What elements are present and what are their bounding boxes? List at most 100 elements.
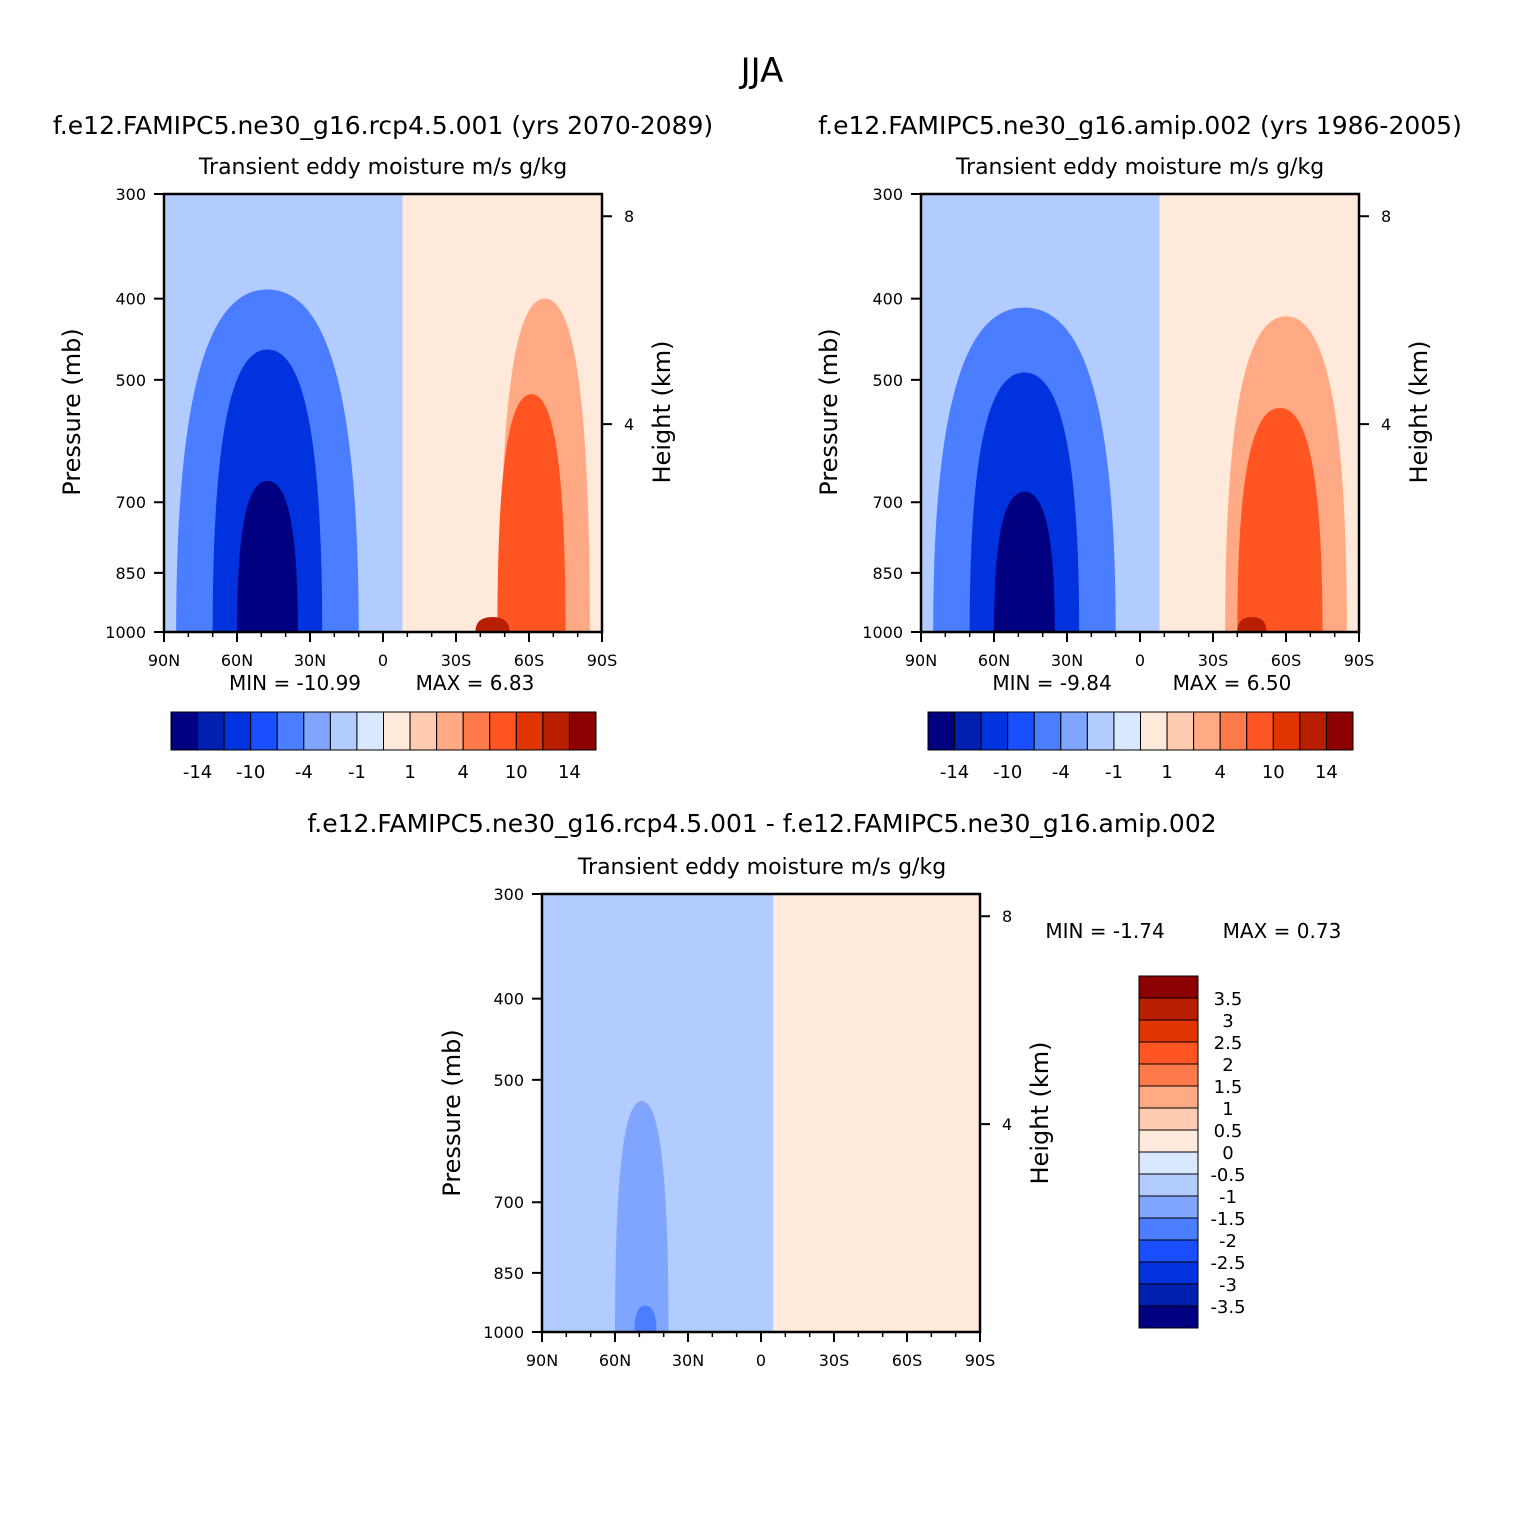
- x-tick-label: 90S: [965, 1351, 996, 1370]
- colorbar-swatch: [1138, 1019, 1199, 1043]
- colorbar-swatch: [1060, 711, 1088, 751]
- panel-1-contour-region: [237, 480, 298, 632]
- colorbar-swatch: [197, 711, 225, 751]
- y-tick-label: 1000: [862, 623, 903, 642]
- x-tick-label: 30S: [441, 651, 472, 670]
- x-tick-label: 60S: [1271, 651, 1302, 670]
- y-tick-label: 700: [115, 493, 146, 512]
- colorbar-swatch: [980, 711, 1009, 751]
- panel-2-contour-region: [994, 491, 1055, 632]
- colorbar-swatch: [1033, 711, 1062, 751]
- x-tick-label: 0: [756, 1351, 766, 1370]
- colorbar-label: -1: [1219, 1187, 1237, 1208]
- panel-3-plot: 90N 60N 30N 0 30S 60S 90S 300 400 500 700 850 1000 8 4: [483, 885, 1012, 1370]
- panel-2-contour-region: [1237, 407, 1323, 632]
- y-tick-label: 700: [493, 1193, 524, 1212]
- panel-2: f.e12.FAMIPC5.ne30_g16.amip.002 (yrs 198…: [815, 111, 1462, 783]
- colorbar-swatch: [1193, 711, 1221, 751]
- panel-3-colorbar: 3.532.521.510.50-0.5-1-1.5-2-2.5-3-3.5: [1138, 975, 1246, 1329]
- panel-3-contour-region: [773, 894, 980, 1332]
- colorbar-swatch: [489, 711, 517, 751]
- y2-tick-label: 8: [1002, 907, 1012, 926]
- x-tick-label: 60S: [514, 651, 545, 670]
- colorbar-label: -2.5: [1210, 1253, 1245, 1274]
- figure-title: JJA: [739, 51, 784, 91]
- panel-1-colorbar: -14 -10 -4 -1 1 4 10 14: [170, 711, 597, 783]
- colorbar-swatch: [1299, 711, 1327, 751]
- colorbar-swatch: [1138, 1085, 1199, 1109]
- colorbar-label: -4: [1052, 762, 1070, 783]
- panel-2-subtitle: f.e12.FAMIPC5.ne30_g16.amip.002 (yrs 198…: [818, 111, 1462, 140]
- panel-1-max-label: MAX = 6.83: [416, 671, 535, 695]
- colorbar-label: 1: [1161, 762, 1172, 783]
- panel-1-plot: 90N 60N 30N 0 30S 60S 90S 300 400 500 700 850 1000 8 4: [105, 185, 634, 670]
- colorbar-swatch: [1138, 997, 1199, 1021]
- x-tick-label: 90N: [148, 651, 180, 670]
- y2-tick-label: 4: [1002, 1115, 1012, 1134]
- panel-1-subtitle: f.e12.FAMIPC5.ne30_g16.rcp4.5.001 (yrs 2…: [53, 111, 713, 140]
- colorbar-label: 2: [1222, 1055, 1233, 1076]
- colorbar-label: -10: [236, 762, 265, 783]
- colorbar-swatch: [1140, 711, 1168, 751]
- y-tick-label: 850: [872, 564, 903, 583]
- panel-2-colorbar: -14 -10 -4 -1 1 4 10 14: [927, 711, 1354, 783]
- colorbar-swatch: [1138, 1239, 1199, 1263]
- colorbar-swatch: [1138, 1173, 1199, 1197]
- panel-1-min-label: MIN = -10.99: [229, 671, 361, 695]
- colorbar-swatch: [276, 711, 305, 751]
- colorbar-swatch: [1138, 1195, 1199, 1219]
- colorbar-swatch: [1138, 1151, 1199, 1175]
- colorbar-swatch: [954, 711, 982, 751]
- x-tick-label: 90N: [526, 1351, 558, 1370]
- colorbar-swatch: [1246, 711, 1274, 751]
- y-tick-label: 500: [115, 371, 146, 390]
- colorbar-swatch: [542, 711, 570, 751]
- panel-2-ylabel: Pressure (mb): [815, 328, 843, 495]
- x-tick-label: 0: [378, 651, 388, 670]
- colorbar-swatch: [1086, 711, 1115, 751]
- colorbar-swatch: [1138, 1283, 1199, 1307]
- colorbar-label: 14: [1315, 762, 1338, 783]
- y2-tick-label: 4: [1381, 415, 1391, 434]
- x-tick-label: 60N: [599, 1351, 631, 1370]
- x-tick-label: 90S: [587, 651, 618, 670]
- x-tick-label: 60N: [221, 651, 253, 670]
- colorbar-swatch: [568, 711, 597, 751]
- colorbar-label: 10: [505, 762, 528, 783]
- panel-2-contour-region: [1237, 617, 1267, 632]
- y-tick-label: 400: [115, 290, 146, 309]
- colorbar-label: -4: [295, 762, 313, 783]
- colorbar-swatch: [927, 711, 956, 751]
- y-tick-label: 500: [872, 371, 903, 390]
- colorbar-swatch: [1138, 1041, 1199, 1065]
- x-tick-label: 60N: [978, 651, 1010, 670]
- colorbar-swatch: [409, 711, 438, 751]
- colorbar-swatch: [436, 711, 464, 751]
- colorbar-swatch: [515, 711, 544, 751]
- colorbar-swatch: [462, 711, 491, 751]
- colorbar-swatch: [1138, 975, 1199, 999]
- colorbar-label: -1.5: [1210, 1209, 1245, 1230]
- colorbar-label: 0.5: [1214, 1121, 1243, 1142]
- colorbar-label: -3.5: [1210, 1297, 1245, 1318]
- colorbar-label: 1.5: [1214, 1077, 1243, 1098]
- panel-3-max-label: MAX = 0.73: [1223, 919, 1342, 943]
- panel-3-min-label: MIN = -1.74: [1045, 919, 1164, 943]
- colorbar-swatch: [170, 711, 199, 751]
- colorbar-swatch: [1219, 711, 1248, 751]
- colorbar-label: 4: [457, 762, 468, 783]
- x-tick-label: 60S: [892, 1351, 923, 1370]
- colorbar-label: 0: [1222, 1143, 1233, 1164]
- colorbar-label: -14: [940, 762, 969, 783]
- colorbar-label: 2.5: [1214, 1033, 1243, 1054]
- panel-2-plot: 90N 60N 30N 0 30S 60S 90S 300 400 500 700 850 1000 8 4: [862, 185, 1391, 670]
- colorbar-swatch: [1325, 711, 1354, 751]
- panel-3-title: Transient eddy moisture m/s g/kg: [577, 855, 946, 880]
- colorbar-label: 1: [404, 762, 415, 783]
- colorbar-swatch: [1007, 711, 1035, 751]
- y-tick-label: 500: [493, 1071, 524, 1090]
- colorbar-swatch: [1166, 711, 1195, 751]
- colorbar-swatch: [1138, 1261, 1199, 1285]
- colorbar-label: 4: [1214, 762, 1225, 783]
